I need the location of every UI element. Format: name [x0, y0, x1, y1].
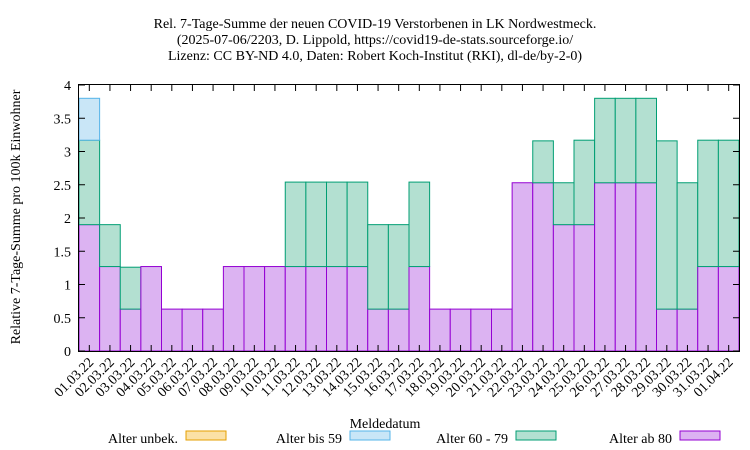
bar-0-14 [367, 308, 389, 352]
bar-0-28 [656, 308, 678, 352]
legend: Alter unbek. Alter bis 59 Alter 60 - 79 Alt… [108, 430, 721, 447]
chart-title-line-1: Rel. 7-Tage-Summe der neuen COVID-19 Ver… [153, 17, 597, 32]
bar-0-18 [449, 308, 472, 352]
bar-0-12 [326, 266, 348, 352]
bar-0-1 [99, 266, 121, 352]
y-axis-label: Relative 7-Tage-Summe pro 100k Einwohner [9, 89, 24, 344]
bar-1-28 [656, 140, 678, 310]
bar-0-31 [717, 266, 740, 352]
legend-label-0: Alter unbek. [108, 432, 178, 447]
bar-0-27 [635, 182, 657, 352]
bar-0-2 [119, 308, 142, 352]
bar-1-14 [367, 224, 389, 310]
bar-1-26 [614, 97, 637, 184]
bar-0-20 [491, 308, 513, 352]
y-tick-label-0: 0 [64, 345, 71, 360]
bar-1-10 [284, 181, 307, 268]
y-tick-label-2: 1 [64, 279, 71, 294]
bar-1-12 [326, 181, 348, 268]
y-tick-label-6: 3 [64, 146, 71, 161]
bar-0-16 [408, 266, 431, 352]
bar-1-23 [552, 182, 575, 226]
bar-0-26 [614, 182, 637, 352]
bar-1-16 [408, 181, 431, 268]
bar-0-4 [161, 308, 183, 352]
y-tick-label-3: 1.5 [54, 245, 72, 260]
bar-0-3 [140, 266, 162, 352]
bar-0-6 [202, 308, 224, 352]
bar-0-10 [284, 266, 307, 352]
bar-1-30 [697, 139, 719, 268]
plot-frame [78, 84, 740, 352]
legend-label-2: Alter 60 - 79 [436, 432, 508, 447]
bar-0-8 [243, 266, 266, 352]
bar-0-11 [305, 266, 327, 352]
bar-1-25 [594, 97, 616, 184]
bar-0-9 [264, 266, 286, 352]
bar-0-19 [470, 308, 492, 352]
y-tick-label-7: 3.5 [54, 112, 72, 127]
bar-0-25 [594, 182, 616, 352]
bar-0-17 [429, 308, 451, 352]
bar-1-13 [346, 181, 369, 268]
y-tick-label-5: 2.5 [54, 179, 72, 194]
legend-label-3: Alter ab 80 [609, 432, 672, 447]
bar-1-22 [532, 140, 554, 184]
bar-0-23 [552, 224, 575, 352]
bar-0-30 [697, 266, 719, 352]
bar-0-15 [387, 308, 410, 352]
y-tick-label-1: 0.5 [54, 312, 72, 327]
y-axis: 0 0.5 1 1.5 2 2.5 3 3.5 4 [54, 79, 739, 360]
bar-1-2 [119, 266, 142, 310]
bar-1-11 [305, 181, 327, 268]
bar-0-22 [532, 182, 554, 352]
bar-1-31 [717, 139, 740, 268]
bar-2-0 [78, 97, 101, 141]
bars-group [78, 97, 740, 352]
bar-0-21 [511, 182, 534, 352]
legend-swatch-0 [185, 430, 227, 441]
legend-swatch-1 [349, 430, 391, 441]
legend-label-1: Alter bis 59 [276, 432, 342, 447]
bar-0-5 [181, 308, 204, 352]
y-tick-label-4: 2 [64, 212, 71, 227]
bar-0-24 [573, 224, 596, 352]
bar-1-29 [676, 182, 699, 310]
x-axis-label: Meldedatum [350, 417, 421, 432]
bar-1-15 [387, 224, 410, 310]
y-tick-label-8: 4 [64, 79, 71, 94]
bar-1-27 [635, 97, 657, 184]
chart-title-line-2: (2025-07-06/2203, D. Lippold, https://co… [176, 33, 574, 48]
bar-0-13 [346, 266, 369, 352]
bar-1-0 [78, 139, 101, 226]
chart-title-line-3: Lizenz: CC BY-ND 4.0, Daten: Robert Koch… [167, 49, 583, 64]
bar-0-0 [78, 224, 101, 352]
bar-1-1 [99, 224, 121, 268]
bar-0-7 [222, 266, 245, 352]
bar-0-29 [676, 308, 699, 352]
legend-swatch-3 [679, 430, 721, 441]
legend-swatch-2 [515, 430, 557, 441]
bar-1-24 [573, 139, 596, 226]
